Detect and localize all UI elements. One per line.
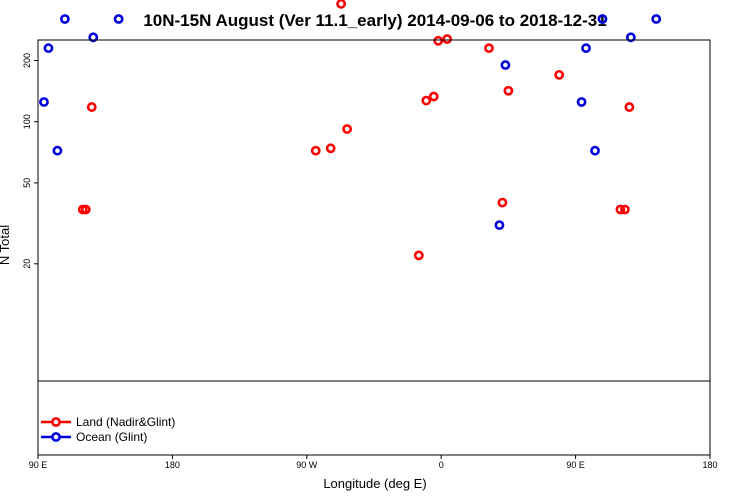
ocean-point (590, 145, 600, 156)
legend-marker (51, 432, 61, 442)
ocean-point (651, 14, 662, 24)
legend-label: Land (Nadir&Glint) (76, 415, 175, 429)
ocean-point (597, 14, 608, 24)
land-point (421, 95, 432, 106)
legend: Land (Nadir&Glint)Ocean (Glint) (41, 415, 175, 444)
y-tick-label: 100 (22, 114, 32, 129)
x-tick-label: 180 (702, 460, 717, 470)
land-point (325, 143, 336, 154)
y-tick-label: 20 (22, 259, 32, 269)
land-point (554, 69, 565, 80)
ocean-point (500, 60, 511, 70)
ocean-point (576, 97, 587, 107)
land-point (86, 102, 97, 112)
ocean-point (494, 220, 505, 231)
x-tick-label: 90 E (566, 460, 585, 470)
land-point (484, 43, 494, 54)
ocean-point (39, 97, 49, 107)
plot-frame (37, 39, 711, 456)
y-tick-label: 200 (22, 53, 32, 68)
points-layer (39, 0, 662, 261)
ocean-point (581, 43, 591, 54)
land-point (433, 35, 444, 46)
land-point (80, 204, 91, 215)
ocean-point (43, 43, 54, 54)
ocean-point (625, 32, 636, 43)
y-tick-label: 50 (22, 178, 32, 188)
legend-marker (51, 417, 61, 427)
land-point (497, 197, 508, 208)
x-tick-label: 90 E (29, 460, 48, 470)
land-point (310, 145, 321, 156)
ocean-point (59, 14, 70, 24)
land-point (615, 204, 626, 215)
land-point (428, 91, 439, 102)
y-axis-label: N Total (0, 225, 12, 265)
ocean-point (52, 145, 63, 156)
land-point (413, 250, 424, 261)
x-tick-label: 180 (165, 460, 180, 470)
land-point (442, 34, 453, 44)
land-point (619, 204, 630, 215)
x-tick-label: 90 W (296, 460, 318, 470)
land-point (624, 102, 635, 112)
land-point (336, 0, 347, 9)
chart-title: 10N-15N August (Ver 11.1_early) 2014-09-… (143, 11, 606, 30)
land-point (342, 124, 353, 134)
ocean-point (88, 32, 99, 43)
legend-label: Ocean (Glint) (76, 430, 147, 444)
land-point (503, 85, 514, 96)
x-tick-label: 0 (439, 460, 444, 470)
ocean-point (113, 14, 124, 24)
x-axis-label: Longitude (deg E) (323, 476, 426, 491)
